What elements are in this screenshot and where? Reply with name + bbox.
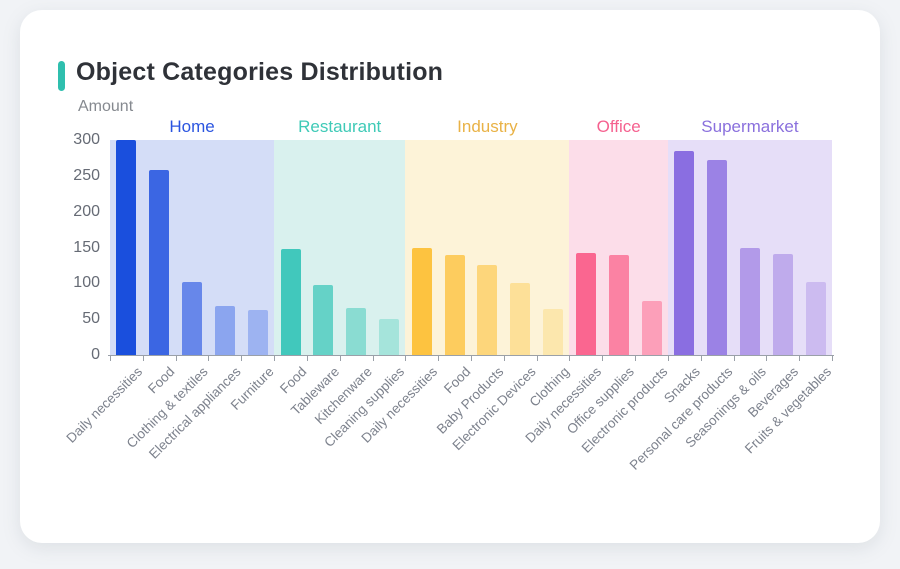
bar <box>149 170 170 355</box>
bar <box>674 150 695 355</box>
x-tick <box>110 355 111 361</box>
bar <box>575 252 596 355</box>
x-tick <box>635 355 637 361</box>
bar <box>608 255 629 355</box>
y-tick-label: 300 <box>73 131 100 148</box>
y-tick-label: 0 <box>91 346 100 363</box>
x-tick <box>700 355 702 361</box>
x-tick <box>175 355 177 361</box>
bar <box>214 306 235 355</box>
group-label: Office <box>596 117 641 136</box>
group-label: Industry <box>457 117 518 136</box>
y-axis-title: Amount <box>78 98 134 115</box>
x-tick <box>274 355 276 361</box>
bar-chart: Home Daily necessities Food Clothing & text… <box>20 10 900 569</box>
bar <box>313 285 334 355</box>
y-tick-label: 50 <box>82 310 100 328</box>
x-tick <box>208 355 210 361</box>
y-tick-label: 150 <box>73 238 100 256</box>
bar <box>378 319 399 355</box>
x-tick <box>602 355 604 361</box>
x-tick <box>306 355 308 361</box>
x-tick <box>405 355 407 361</box>
x-tick <box>799 355 801 361</box>
page-title: Object Categories Distribution <box>76 58 444 86</box>
card: Object Categories Distribution Amount Ho… <box>20 10 880 543</box>
bar <box>116 140 137 355</box>
bar <box>346 308 367 355</box>
y-tick-label: 200 <box>73 202 100 220</box>
bar <box>247 309 268 355</box>
x-tick <box>536 355 538 361</box>
y-tick-label: 250 <box>73 166 100 184</box>
bar <box>477 264 498 355</box>
x-tick <box>339 355 341 361</box>
group-label: Home <box>169 117 215 136</box>
x-tick <box>438 355 440 361</box>
bar <box>444 255 465 355</box>
bar <box>182 281 203 355</box>
bar <box>739 248 760 355</box>
y-tick-label: 100 <box>73 274 100 292</box>
x-tick <box>372 355 374 361</box>
x-tick <box>142 355 144 361</box>
bar <box>280 248 301 355</box>
bar <box>772 253 793 355</box>
x-tick <box>667 355 669 361</box>
x-tick <box>766 355 768 361</box>
x-tick <box>471 355 472 361</box>
title-accent-bar <box>58 61 65 91</box>
bar <box>805 281 826 355</box>
bar <box>641 301 662 355</box>
x-tick <box>241 355 243 361</box>
bar <box>510 283 531 355</box>
bar <box>543 309 564 355</box>
x-tick <box>733 355 735 361</box>
group-label: Restaurant <box>298 117 382 136</box>
x-tick <box>503 355 505 361</box>
bar <box>411 247 432 355</box>
x-tick <box>832 355 833 361</box>
group-label: Supermarket <box>701 117 799 136</box>
bar <box>707 160 728 355</box>
x-tick <box>569 355 571 361</box>
